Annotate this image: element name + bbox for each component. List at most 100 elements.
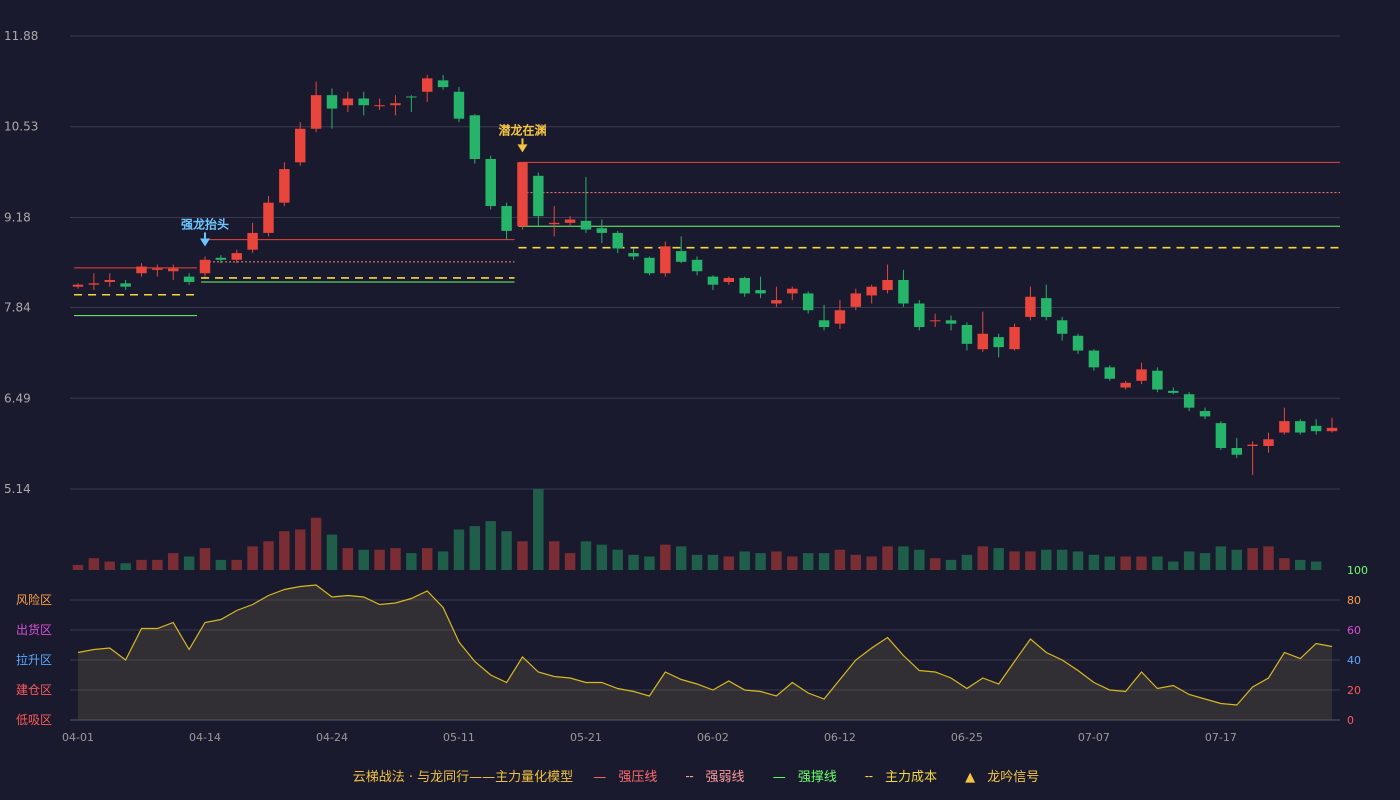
volume-bar	[453, 529, 465, 570]
oscillator-tick-label: 0	[1347, 714, 1354, 727]
candle-body	[247, 232, 258, 250]
volume-bar	[802, 553, 814, 570]
volume-bar	[1231, 549, 1242, 570]
volume-bar	[1295, 559, 1306, 570]
legend-main-cost-label: 主力成本	[884, 770, 937, 785]
x-tick-label: 05-21	[570, 731, 602, 744]
candle-body	[294, 128, 306, 163]
candle-body	[866, 286, 877, 296]
oscillator-area	[78, 585, 1332, 720]
volume-bar	[1199, 553, 1211, 570]
candle-body	[771, 300, 782, 304]
volume-bar	[993, 548, 1004, 570]
candle-body	[152, 268, 163, 270]
volume-bar	[501, 531, 512, 570]
candle-body	[612, 232, 623, 249]
candle-body	[548, 222, 560, 225]
candle-body	[215, 257, 227, 260]
volume-bar	[120, 563, 131, 570]
volume-bar	[1088, 554, 1100, 570]
volume-bar	[469, 526, 481, 570]
volume-bar	[231, 559, 242, 570]
volume-bar	[1009, 551, 1020, 570]
signal-marker	[517, 144, 528, 153]
x-tick-label: 06-25	[951, 731, 983, 744]
volume-bar	[787, 556, 798, 570]
zone-label: 低吸区	[16, 713, 52, 727]
volume-bar	[723, 556, 735, 570]
candle-body	[850, 293, 862, 307]
volume-bar	[152, 559, 163, 570]
candle-body	[675, 251, 687, 262]
volume-bar	[279, 531, 290, 570]
volume-bar	[818, 553, 830, 570]
volume-bar	[628, 554, 639, 570]
volume-bar	[1104, 556, 1116, 570]
volume-bar	[1120, 556, 1131, 570]
candle-body	[818, 320, 830, 328]
oscillator-tick-label: 20	[1347, 684, 1361, 697]
price-tick-label: 10.53	[4, 120, 38, 134]
volume-bar	[1310, 561, 1322, 570]
candle-body	[644, 257, 655, 274]
x-tick-label: 06-12	[824, 731, 856, 744]
legend-weak-resistance-label: 强弱线	[705, 770, 745, 785]
candle-body	[469, 115, 481, 159]
volume-bar	[1056, 549, 1068, 570]
candle-body	[374, 105, 385, 107]
candle-body	[1215, 423, 1227, 449]
candle-body	[1183, 394, 1195, 408]
volume-bar	[675, 546, 687, 570]
volume-bar	[707, 554, 719, 570]
volume-bar	[914, 549, 925, 570]
candle-body	[787, 288, 798, 294]
volume-bar	[1247, 548, 1258, 570]
x-tick-label: 04-14	[189, 731, 221, 744]
candle-body	[453, 91, 465, 119]
x-tick-label: 07-07	[1078, 731, 1110, 744]
volume-bar	[485, 521, 496, 570]
candle-body	[691, 259, 703, 272]
oscillator-tick-label: 40	[1347, 654, 1361, 667]
x-tick-label: 04-24	[316, 731, 348, 744]
volume-bar	[72, 564, 84, 570]
volume-bar	[691, 554, 703, 570]
candle-body	[1072, 335, 1084, 351]
candle-body	[406, 96, 417, 98]
candle-body	[390, 103, 401, 106]
candle-body	[1136, 369, 1147, 381]
volume-bar	[739, 551, 750, 570]
volume-bar	[183, 556, 195, 570]
candle-body	[914, 303, 925, 328]
volume-bar	[215, 559, 227, 570]
volume-bar	[1279, 558, 1290, 570]
x-tick-label: 06-02	[697, 731, 729, 744]
candle-body	[120, 283, 131, 287]
volume-bar	[168, 553, 179, 570]
volume-bar	[755, 553, 766, 570]
volume-bar	[977, 546, 989, 570]
candle-body	[628, 253, 639, 257]
volume-bar	[517, 541, 528, 570]
candle-body	[739, 277, 750, 294]
candle-body	[882, 279, 893, 291]
candle-body	[580, 220, 592, 230]
candle-body	[1009, 327, 1020, 350]
candle-body	[231, 253, 242, 260]
volume-bar	[406, 553, 417, 570]
volume-bar	[1136, 556, 1147, 570]
legend-weak-resistance: ╌ 强弱线	[685, 770, 745, 785]
volume-bar	[580, 541, 592, 570]
legend-strong-resistance-label: 强压线	[618, 770, 658, 785]
volume-bar	[596, 544, 608, 570]
candle-body	[1279, 421, 1290, 433]
zone-label: 风险区	[16, 592, 52, 607]
candle-body	[310, 95, 322, 129]
volume-bar	[1025, 551, 1036, 570]
volume-bar	[342, 548, 354, 570]
candle-body	[660, 246, 671, 274]
candle-body	[517, 162, 528, 227]
volume-bar	[929, 558, 941, 570]
candle-body	[104, 279, 115, 282]
